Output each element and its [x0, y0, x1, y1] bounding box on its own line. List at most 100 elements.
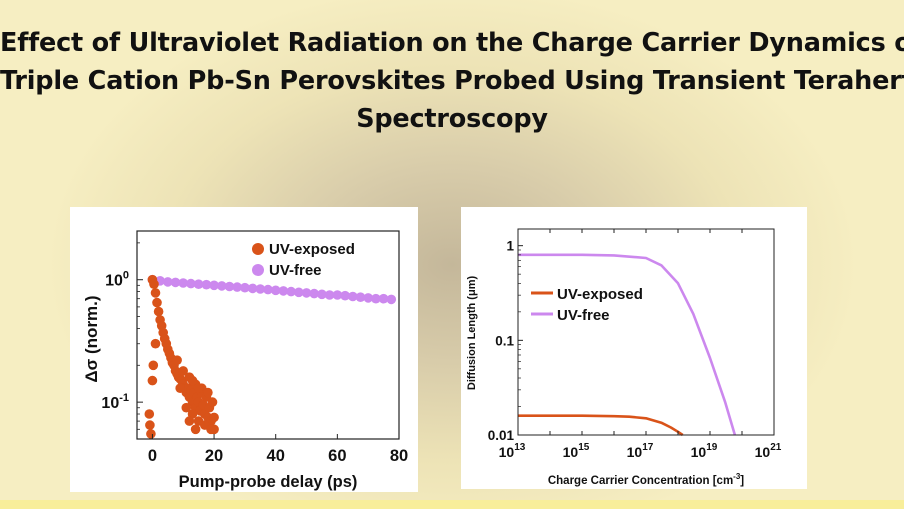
diffusion-chart: 1013 1015 1017 1019 1021 1 0.1 0.01 Charge Car…	[466, 228, 782, 487]
data-point-uv-free	[301, 288, 312, 298]
title-line-3: Spectroscopy	[356, 104, 548, 134]
diffusion-y-tick-label: 0.01	[488, 428, 515, 443]
chart-panel-diffusion: 1013 1015 1017 1019 1021 1 0.1 0.01 Charge Car…	[461, 207, 807, 489]
data-point-uv-exposed	[203, 387, 213, 398]
decay-marks	[144, 274, 397, 439]
data-point-uv-free	[263, 284, 273, 295]
diffusion-y-tick-label: 0.1	[495, 333, 514, 348]
data-point-uv-exposed	[150, 338, 161, 349]
decay-x-tick-label: 20	[205, 447, 223, 465]
title-line-1: Effect of Ultraviolet Radiation on the C…	[0, 28, 904, 58]
series-line-uv-exposed	[518, 414, 684, 437]
diffusion-x-tick-label: 1021	[755, 442, 782, 460]
diffusion-x-axis-label-main: Charge Carrier Concentration [cm	[548, 475, 733, 487]
data-point-uv-exposed	[184, 416, 195, 426]
data-point-uv-free	[340, 290, 350, 301]
data-point-uv-free	[240, 282, 250, 293]
data-point-uv-free	[209, 280, 219, 291]
decay-x-tick-label: 0	[148, 447, 157, 465]
legend-label-uv-exposed: UV-exposed	[269, 241, 355, 258]
poster-title: Effect of Ultraviolet Radiation on the C…	[0, 24, 904, 138]
data-point-uv-exposed	[144, 409, 155, 419]
data-point-uv-free	[217, 281, 227, 291]
diffusion-x-tick-label: 1019	[691, 442, 718, 460]
legend-label-uv-exposed-2: UV-exposed	[557, 286, 643, 303]
diffusion-y-ticks: 1 0.1 0.01	[488, 239, 523, 443]
diffusion-x-ticks: 1013 1015 1017 1019 1021	[499, 229, 782, 460]
data-point-uv-free	[224, 281, 235, 292]
data-point-uv-free	[193, 279, 204, 289]
data-point-uv-free	[278, 286, 289, 296]
decay-legend: UV-exposed UV-free	[252, 241, 355, 279]
data-point-uv-exposed	[187, 375, 198, 386]
decay-x-tick-label: 40	[267, 447, 285, 465]
decay-x-axis-label: Pump-probe delay (ps)	[179, 473, 358, 491]
data-point-uv-free	[186, 278, 196, 289]
data-point-uv-exposed	[207, 397, 218, 407]
diffusion-y-axis-label: Diffusion Length (μm)	[466, 276, 478, 391]
data-point-uv-exposed	[209, 412, 219, 423]
data-point-uv-free	[309, 288, 319, 299]
data-point-uv-free	[270, 285, 281, 296]
diffusion-x-axis-label: Charge Carrier Concentration [cm-3]	[548, 472, 744, 487]
decay-y-tick-label: 10-1	[101, 392, 129, 412]
data-point-uv-exposed	[172, 355, 182, 365]
diffusion-x-tick-label: 1013	[499, 442, 526, 460]
data-point-uv-exposed	[193, 383, 204, 393]
data-point-uv-free	[170, 277, 181, 288]
data-point-uv-exposed	[148, 360, 159, 371]
data-point-uv-exposed	[147, 375, 158, 386]
diffusion-y-tick-label: 1	[506, 239, 514, 254]
data-point-uv-free	[201, 279, 212, 290]
diffusion-plot-frame	[517, 228, 775, 436]
data-point-uv-exposed	[190, 424, 201, 435]
diffusion-x-axis-label-sup: -3	[733, 472, 741, 481]
decay-x-ticks: 0 20 40 60 80	[148, 434, 408, 465]
diffusion-x-tick-label: 1015	[563, 442, 590, 460]
data-point-uv-exposed	[149, 279, 159, 289]
decay-x-tick-label: 60	[328, 447, 346, 465]
data-point-uv-free	[371, 293, 381, 304]
decay-y-ticks: 100 10-1	[101, 242, 143, 440]
legend-label-uv-free: UV-free	[269, 262, 322, 279]
data-point-uv-exposed	[145, 420, 155, 430]
chart-panel-decay: 0 20 40 60 80 100 10-1 Pump-probe delay (ps) …	[70, 207, 418, 492]
data-point-uv-free	[232, 282, 242, 292]
data-point-uv-free	[332, 290, 343, 300]
data-point-uv-free	[363, 293, 374, 303]
data-point-uv-exposed	[178, 366, 188, 376]
data-point-uv-free	[355, 292, 366, 302]
decay-y-axis-label: Δσ (norm.)	[82, 295, 101, 382]
legend-label-uv-free-2: UV-free	[557, 307, 610, 324]
diffusion-marks	[518, 253, 737, 437]
decay-plot-frame	[136, 230, 400, 440]
legend-marker-uv-free	[252, 264, 264, 276]
data-point-uv-free	[378, 293, 389, 304]
data-point-uv-free	[178, 278, 188, 288]
data-point-uv-free	[163, 277, 173, 287]
title-line-2: Triple Cation Pb-Sn Perovskites Probed U…	[0, 66, 904, 96]
series-line-uv-free	[518, 253, 737, 436]
data-point-uv-free	[317, 289, 327, 300]
data-point-uv-exposed	[181, 402, 192, 413]
data-point-uv-free	[348, 291, 358, 302]
diffusion-x-tick-label: 1017	[627, 442, 654, 460]
legend-marker-uv-exposed	[252, 243, 264, 255]
data-point-uv-free	[294, 287, 304, 298]
data-point-uv-exposed	[175, 383, 185, 393]
diffusion-x-axis-label-end: ]	[740, 475, 744, 487]
data-point-uv-free	[386, 294, 397, 305]
data-point-uv-free	[324, 290, 335, 300]
data-point-uv-free	[286, 286, 296, 297]
bottom-accent-bar	[0, 500, 904, 509]
data-point-uv-exposed	[152, 297, 162, 308]
diffusion-legend: UV-exposed UV-free	[531, 286, 643, 324]
data-point-uv-exposed	[206, 424, 216, 435]
data-point-uv-exposed	[150, 288, 161, 298]
data-point-uv-exposed	[146, 429, 156, 439]
data-point-uv-free	[255, 284, 266, 294]
data-point-uv-exposed	[153, 306, 164, 317]
decay-y-tick-label: 100	[105, 270, 129, 290]
data-point-uv-free	[247, 283, 258, 294]
